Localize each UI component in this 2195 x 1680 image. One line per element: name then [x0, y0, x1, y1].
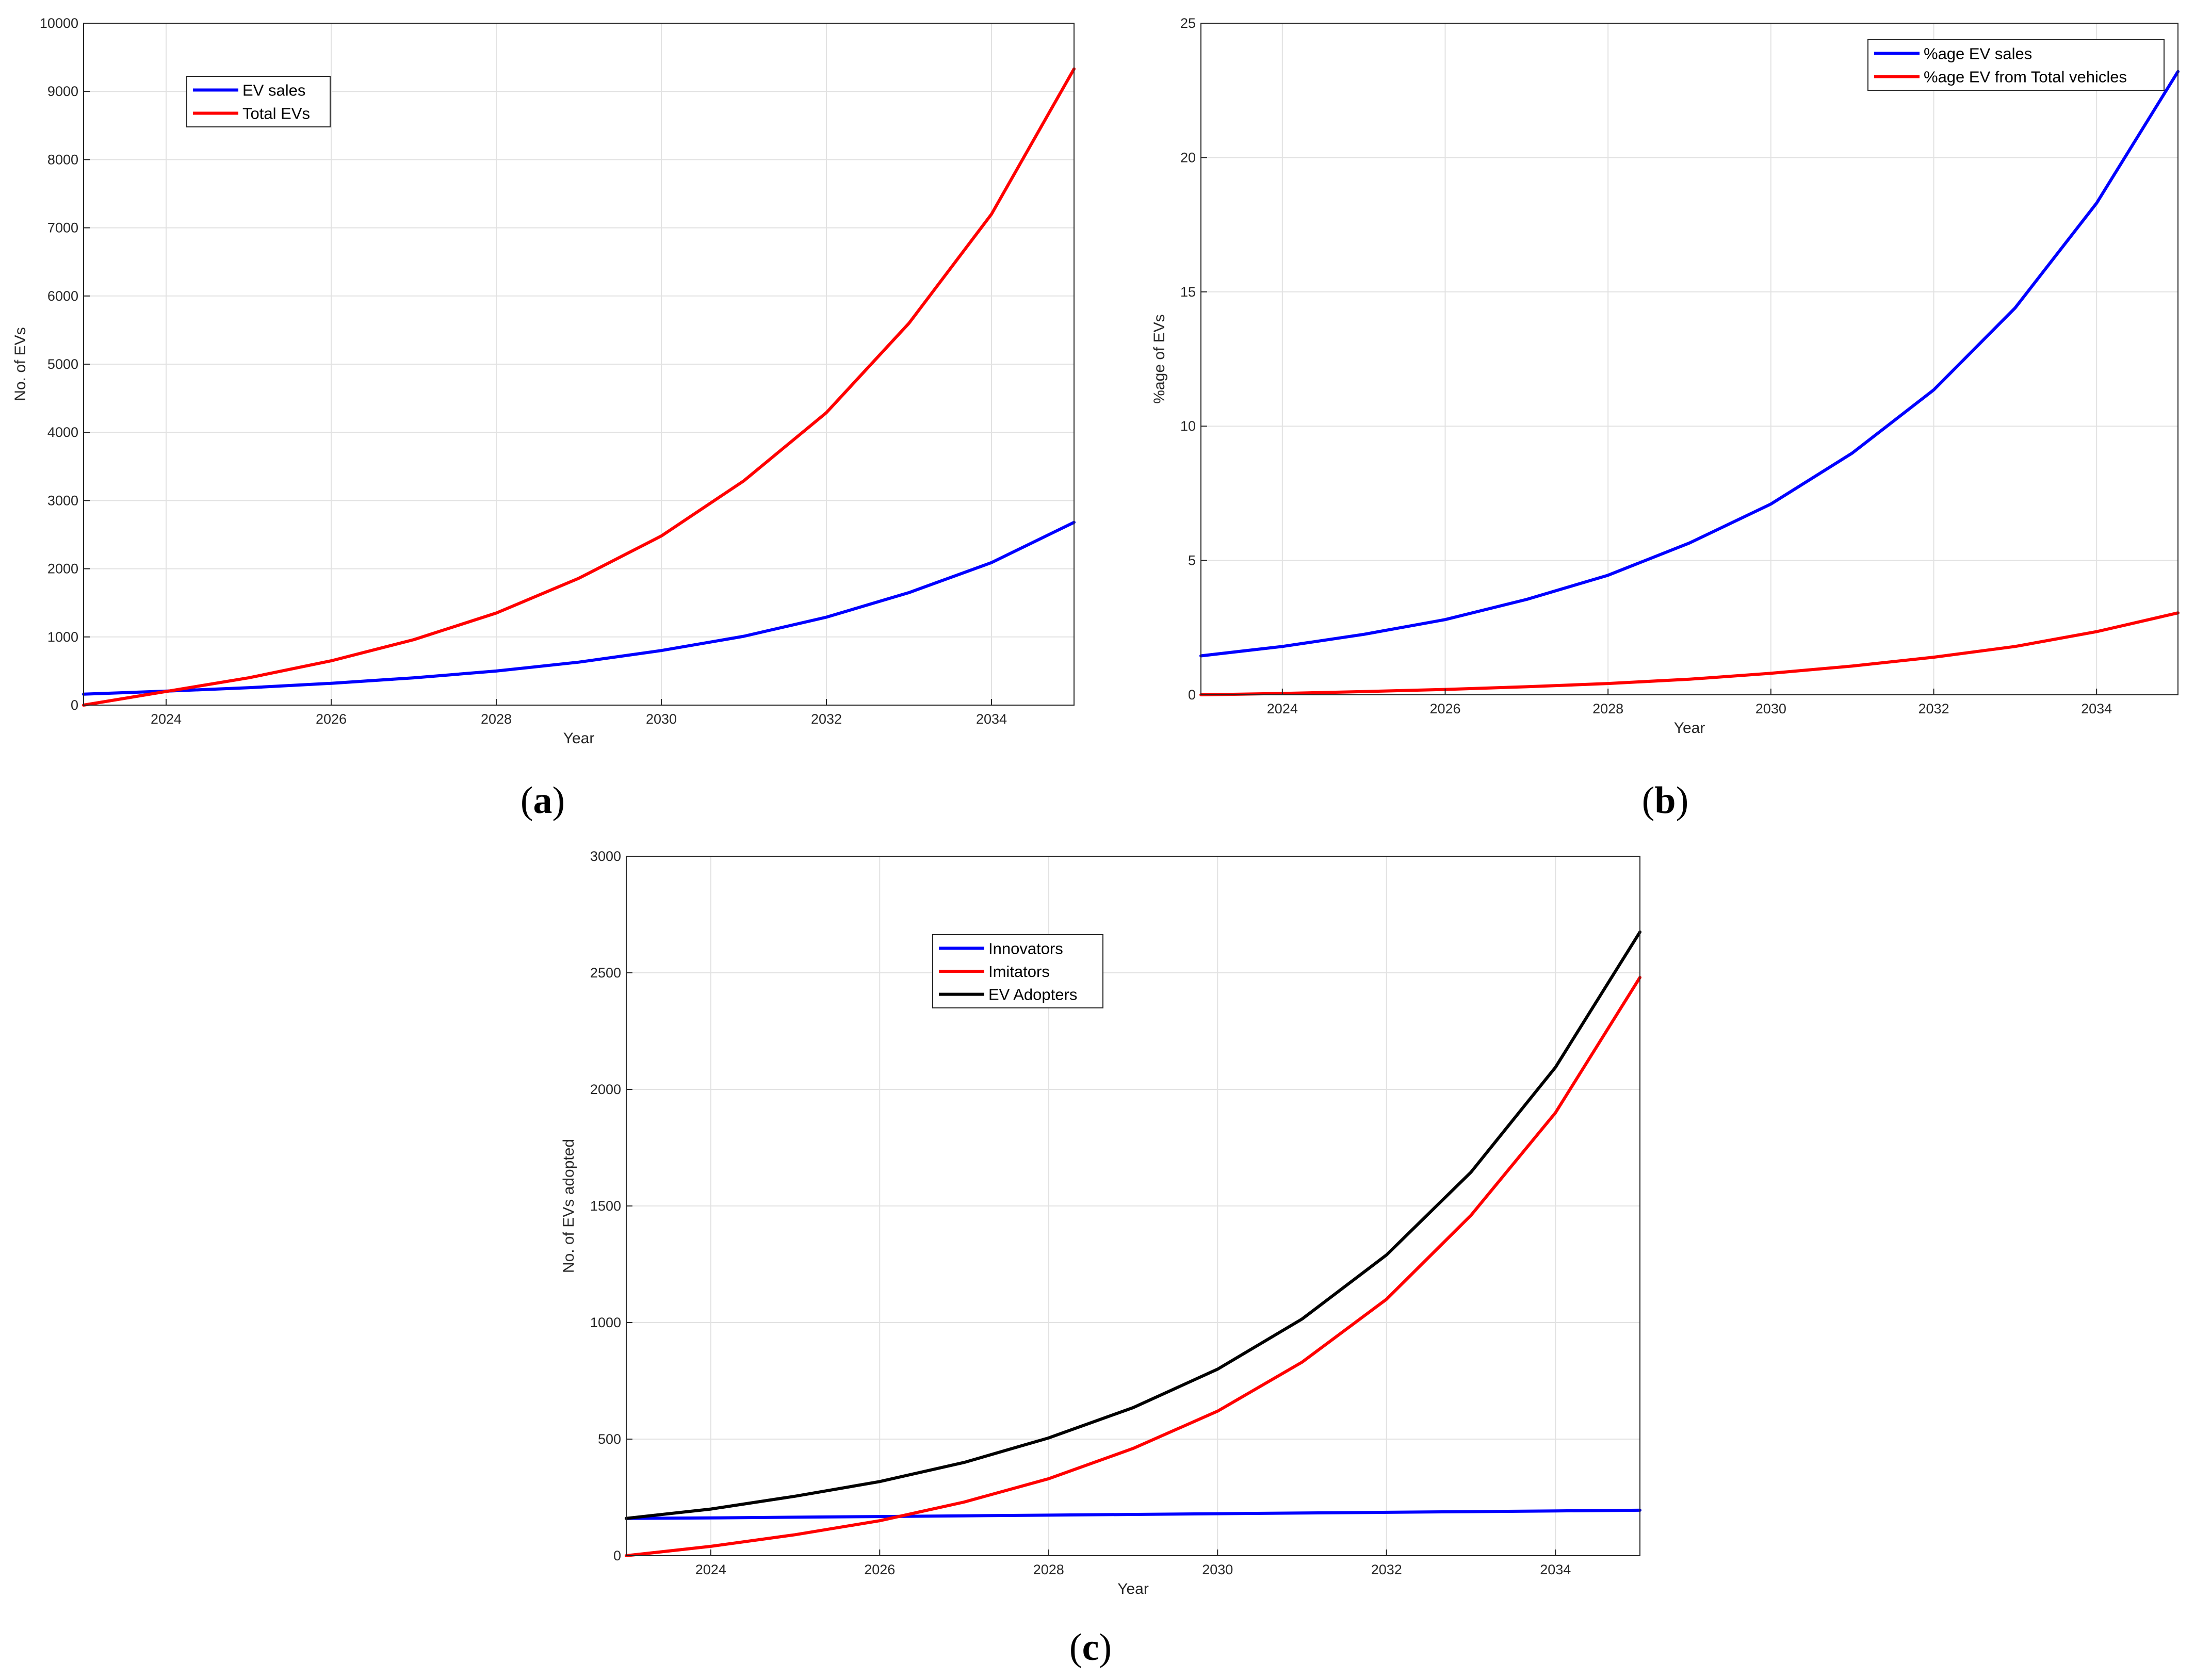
- plot-a-x-tick-label: 2034: [976, 711, 1007, 727]
- plot-a-x-tick-label: 2026: [316, 711, 347, 727]
- plot-a-y-tick-label: 2000: [47, 561, 78, 577]
- plot-a-y-tick-label: 6000: [47, 288, 78, 304]
- plot-b-x-tick-label: 2024: [1267, 701, 1298, 716]
- plot-b-y-tick-label: 10: [1180, 418, 1196, 434]
- plot-b-y-tick-label: 5: [1188, 553, 1196, 568]
- plot-b-legend-label-1: %age EV from Total vehicles: [1924, 68, 2127, 86]
- plot-c-y-tick-label: 1000: [590, 1315, 621, 1330]
- plot-b-legend-label-0: %age EV sales: [1924, 45, 2032, 63]
- plot-b-x-tick-label: 2026: [1429, 701, 1460, 716]
- plot-a-y-tick-label: 9000: [47, 84, 78, 99]
- caption-b: (b): [1642, 779, 1688, 822]
- plot-c-y-tick-label: 1500: [590, 1198, 621, 1214]
- plot-b-area: 2024 2026 2028 2030 2032 2034 0 5 10 15 20 25 Year %a…: [1151, 15, 2180, 737]
- plot-a-legend-label-0: EV sales: [242, 81, 305, 100]
- plot-c-y-tick-label: 0: [613, 1548, 621, 1563]
- plot-c-area: 2024 2026 2028 2030 2032 2034 0 500 1000 1500 2000…: [560, 849, 1641, 1597]
- plot-b-x-axis-title: Year: [1674, 720, 1705, 737]
- plot-c-legend-label-2: EV Adopters: [988, 986, 1077, 1004]
- panel-b: 2024 2026 2028 2030 2032 2034 0 5 10 15 20 25 Year %a…: [1151, 15, 2180, 822]
- plot-c-x-axis-title: Year: [1117, 1580, 1149, 1597]
- plot-a-y-tick-label: 0: [71, 697, 78, 713]
- plot-c-x-tick-label: 2028: [1033, 1562, 1064, 1577]
- plot-a-x-axis-title: Year: [563, 730, 595, 747]
- plot-a-x-tick-label: 2030: [646, 711, 677, 727]
- plot-c-x-tick-label: 2034: [1540, 1562, 1571, 1577]
- plot-c-x-tick-label: 2032: [1371, 1562, 1402, 1577]
- plot-c-x-tick-label: 2026: [864, 1562, 895, 1577]
- plot-a-x-tick-label: 2024: [151, 711, 182, 727]
- plot-c-y-tick-label: 2000: [590, 1082, 621, 1097]
- plot-b-y-tick-label: 25: [1180, 15, 1196, 31]
- plot-a-y-tick-label: 5000: [47, 356, 78, 372]
- plot-c-legend-label-1: Imitators: [988, 963, 1050, 981]
- plot-b-x-tick-label: 2034: [2081, 701, 2112, 716]
- plot-b-background: [1201, 23, 2178, 695]
- caption-b-letter: b: [1654, 779, 1676, 822]
- plot-b-x-tick-label: 2028: [1592, 701, 1623, 716]
- plot-a-y-tick-label: 10000: [40, 15, 78, 31]
- plot-a-y-axis-title: No. of EVs: [12, 327, 29, 401]
- plot-b-x-tick-label: 2032: [1918, 701, 1949, 716]
- plot-c-series-line-1: [625, 976, 1641, 1557]
- plot-b-y-axis-title: %age of EVs: [1151, 314, 1168, 403]
- plot-c-series-line-2: [625, 930, 1641, 1520]
- plot-a-y-tick-label: 7000: [47, 220, 78, 236]
- plot-c-series-line-0: [625, 1508, 1641, 1520]
- plot-b-series-line-0: [1199, 70, 2180, 658]
- caption-c-letter: c: [1082, 1626, 1099, 1669]
- plot-a-series-line-0: [82, 520, 1076, 696]
- caption-a-letter: a: [533, 779, 552, 822]
- plot-a-y-tick-label: 3000: [47, 493, 78, 508]
- plot-c-legend-label-0: Innovators: [988, 939, 1063, 957]
- plot-a-y-tick-label: 1000: [47, 629, 78, 645]
- plot-b-y-tick-label: 20: [1180, 150, 1196, 165]
- plot-b-legend-box: [1867, 39, 2165, 91]
- plot-a-legend-label-1: Total EVs: [242, 105, 310, 123]
- plot-b-series-line-1: [1199, 611, 2180, 696]
- plot-a-y-tick-label: 4000: [47, 425, 78, 440]
- plot-c-y-tick-label: 500: [598, 1431, 621, 1447]
- plot-a-legend-box: [186, 76, 331, 127]
- plot-c-x-tick-label: 2030: [1202, 1562, 1233, 1577]
- plot-c-y-tick-label: 2500: [590, 965, 621, 981]
- plot-b-y-tick-label: 0: [1188, 687, 1196, 703]
- plot-c-x-tick-label: 2024: [695, 1562, 726, 1577]
- plot-a-x-tick-label: 2028: [481, 711, 512, 727]
- plot-a-y-tick-label: 8000: [47, 152, 78, 167]
- plot-a-x-tick-label: 2032: [811, 711, 842, 727]
- panel-a: 2024 2026 2028 2030 2032 2034 0 1000 2000 3000 400…: [12, 15, 1076, 822]
- panel-c: 2024 2026 2028 2030 2032 2034 0 500 1000 1500 2000…: [560, 849, 1641, 1669]
- plot-b-axes-frame: [1200, 23, 2178, 695]
- plot-b-x-tick-label: 2030: [1755, 701, 1786, 716]
- plot-c-y-tick-label: 3000: [590, 849, 621, 864]
- plot-a-area: 2024 2026 2028 2030 2032 2034 0 1000 2000 3000 400…: [12, 15, 1076, 747]
- plot-b-y-tick-label: 15: [1180, 284, 1196, 300]
- caption-c: (c): [1069, 1626, 1112, 1669]
- plot-a-series-line-1: [82, 67, 1076, 707]
- caption-a: (a): [521, 779, 565, 822]
- plot-c-y-axis-title: No. of EVs adopted: [560, 1139, 577, 1273]
